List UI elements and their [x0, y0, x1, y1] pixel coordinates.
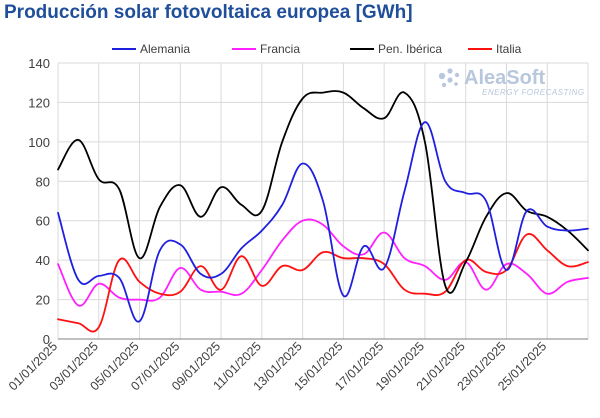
y-tick-label: 20: [36, 293, 50, 308]
watermark-dot: [438, 72, 446, 80]
y-tick-label: 0: [43, 332, 50, 347]
series-line-alemania: [57, 121, 589, 323]
watermark-dot: [454, 82, 458, 86]
watermark-tagline: ENERGY FORECASTING: [482, 88, 585, 97]
y-tick-label: 40: [36, 253, 50, 268]
legend-label: Francia: [260, 42, 300, 56]
y-tick-label: 140: [28, 56, 50, 71]
grid-lines: [57, 62, 589, 340]
y-tick-label: 120: [28, 95, 50, 110]
watermark-dot: [441, 82, 447, 88]
chart-title: Producción solar fotovoltaica europea [G…: [4, 2, 413, 23]
series-line-pen-iberica: [57, 90, 589, 294]
legend-label: Pen. Ibérica: [378, 42, 442, 56]
y-tick-label: 80: [36, 174, 50, 189]
watermark-dot: [447, 68, 453, 74]
y-tick-label: 100: [28, 135, 50, 150]
watermark-dot: [447, 77, 453, 83]
series-line-francia: [57, 218, 589, 307]
legend-label: Italia: [496, 42, 522, 56]
y-tick-label: 60: [36, 214, 50, 229]
watermark-dot: [454, 72, 460, 78]
legend: Alemania Francia Pen. Ibérica Italia: [112, 42, 522, 56]
legend-label: Alemania: [140, 42, 190, 56]
watermark-brand: AleaSoft: [464, 67, 545, 89]
series-lines: [57, 90, 589, 333]
series-line-italia: [57, 233, 589, 333]
